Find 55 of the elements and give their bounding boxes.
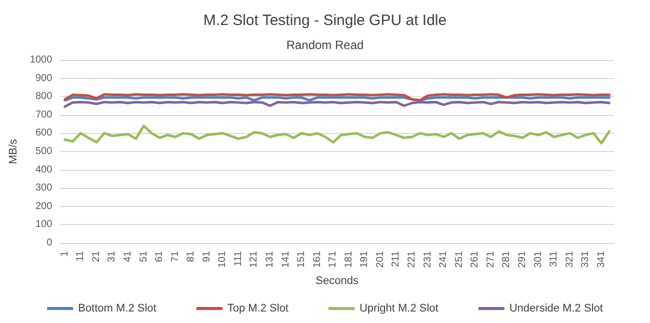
line-series [64, 124, 611, 145]
y-tick-label: 1000 [30, 54, 53, 66]
y-tick-label: 500 [35, 146, 53, 157]
y-tick-label: 800 [35, 91, 53, 102]
x-tick-label: 101 [217, 250, 228, 268]
x-tick-label: 121 [248, 250, 260, 268]
x-tick-label: 281 [501, 250, 512, 268]
x-tick-label: 81 [186, 250, 197, 262]
x-axis-title: Seconds [316, 275, 359, 288]
x-tick-label: 301 [532, 250, 544, 268]
x-tick-label: 171 [328, 250, 339, 268]
x-tick-label: 191 [359, 250, 370, 268]
x-tick-label: 91 [201, 250, 212, 262]
x-tick-label: 151 [296, 250, 308, 268]
x-tick-label: 221 [406, 250, 418, 268]
x-tick-label: 291 [516, 250, 528, 268]
y-tick-label: 400 [35, 164, 53, 176]
x-tick-label: 251 [454, 250, 465, 268]
x-tick-label: 1 [59, 250, 70, 257]
x-tick-label: 201 [374, 250, 386, 268]
chart-subtitle: Random Read [286, 38, 364, 52]
legend-label: Top M.2 Slot [227, 302, 288, 314]
x-tick-label: 161 [312, 250, 323, 268]
chart-title: M.2 Slot Testing - Single GPU at Idle [203, 12, 447, 29]
legend-label: Bottom M.2 Slot [78, 302, 156, 314]
x-tick-label: 111 [232, 250, 244, 266]
x-tick-label: 211 [390, 250, 402, 267]
x-tick-label: 341 [596, 250, 607, 268]
x-tick-label: 181 [343, 250, 354, 268]
x-tick-label: 41 [122, 250, 134, 262]
x-tick-label: 241 [438, 250, 450, 268]
y-tick-label: 700 [35, 109, 53, 120]
y-axis-title: MB/s [8, 138, 20, 164]
x-tick-label: 51 [138, 250, 150, 262]
x-tick-label: 231 [422, 250, 434, 268]
x-tick-label: 61 [154, 250, 166, 262]
legend-label: Underside M.2 Slot [509, 302, 603, 314]
y-tick-label: 900 [35, 72, 53, 84]
y-tick-label: 100 [35, 219, 53, 230]
y-tick-label: 200 [35, 200, 53, 212]
y-tick-label: 600 [35, 128, 53, 139]
legend-label: Upright M.2 Slot [359, 302, 438, 314]
x-tick-label: 321 [564, 250, 576, 268]
x-tick-label: 141 [280, 250, 292, 268]
x-tick-label: 261 [470, 250, 481, 268]
x-tick-label: 71 [170, 250, 181, 262]
x-tick-label: 31 [106, 250, 118, 262]
x-tick-label: 21 [90, 250, 102, 262]
x-tick-label: 11 [75, 250, 86, 262]
y-tick-label: 300 [35, 182, 53, 194]
x-tick-label: 131 [264, 250, 276, 268]
y-tick-label: 0 [46, 238, 53, 248]
x-tick-label: 271 [485, 250, 496, 268]
x-tick-label: 311 [548, 250, 560, 267]
x-tick-label: 331 [580, 250, 592, 268]
